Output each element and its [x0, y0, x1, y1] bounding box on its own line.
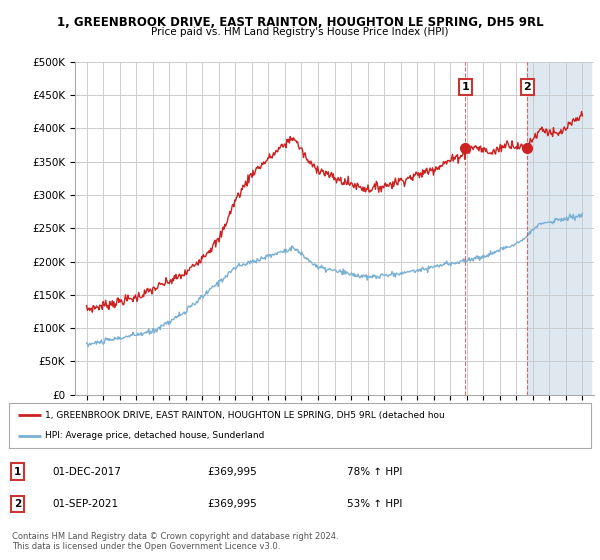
Text: 1, GREENBROOK DRIVE, EAST RAINTON, HOUGHTON LE SPRING, DH5 9RL: 1, GREENBROOK DRIVE, EAST RAINTON, HOUGH…	[56, 16, 544, 29]
Text: 2: 2	[524, 82, 531, 92]
Text: 1, GREENBROOK DRIVE, EAST RAINTON, HOUGHTON LE SPRING, DH5 9RL (detached hou: 1, GREENBROOK DRIVE, EAST RAINTON, HOUGH…	[45, 411, 445, 420]
Text: Price paid vs. HM Land Registry's House Price Index (HPI): Price paid vs. HM Land Registry's House …	[151, 27, 449, 37]
Bar	[527, 62, 590, 395]
Text: £369,995: £369,995	[207, 499, 257, 509]
Text: 2: 2	[14, 499, 22, 509]
Text: 78% ↑ HPI: 78% ↑ HPI	[347, 466, 402, 477]
Text: Contains HM Land Registry data © Crown copyright and database right 2024.
This d: Contains HM Land Registry data © Crown c…	[12, 532, 338, 552]
Text: 01-DEC-2017: 01-DEC-2017	[53, 466, 122, 477]
Text: £369,995: £369,995	[207, 466, 257, 477]
Text: 53% ↑ HPI: 53% ↑ HPI	[347, 499, 402, 509]
Text: 01-SEP-2021: 01-SEP-2021	[53, 499, 119, 509]
Text: 1: 1	[461, 82, 469, 92]
Text: HPI: Average price, detached house, Sunderland: HPI: Average price, detached house, Sund…	[45, 431, 265, 440]
Text: 1: 1	[14, 466, 22, 477]
